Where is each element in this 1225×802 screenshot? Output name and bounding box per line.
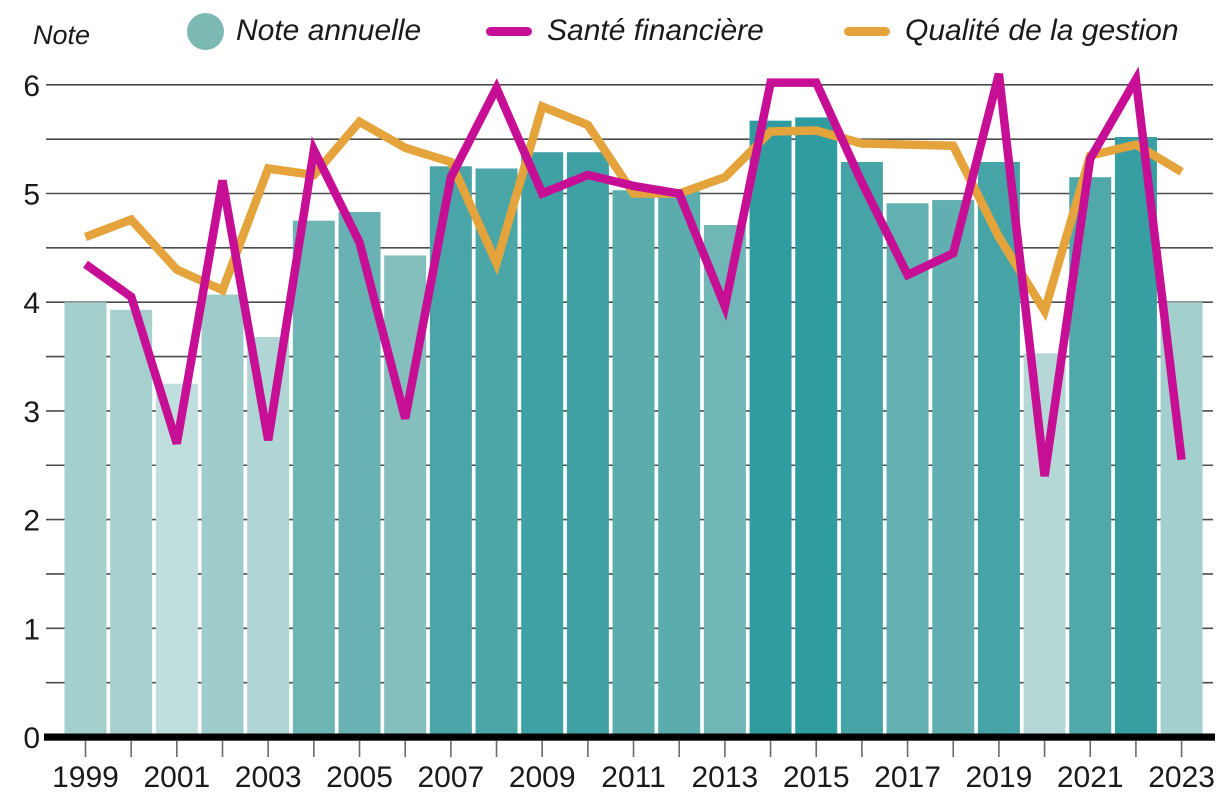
bar-2020 [1023,353,1066,737]
y-axis-title: Note [33,20,91,50]
x-axis-line [44,733,1215,741]
x-tick-label-2021: 2021 [1057,761,1124,794]
bar-2016 [840,161,883,738]
legend-item-note-annuelle: Note annuelle [187,0,421,62]
x-tick-label-2001: 2001 [143,761,210,794]
bar-2015 [795,117,838,737]
legend-item-sante-financiere: Santé financière [486,0,764,62]
legend-label-qualite-gestion: Qualité de la gestion [905,14,1179,47]
x-tick-label-2011: 2011 [601,761,666,794]
bar-2012 [658,191,701,738]
bar-2000 [110,309,153,737]
x-tick-label-2013: 2013 [692,761,759,794]
legend-item-qualite-gestion: Qualité de la gestion [844,0,1179,62]
x-tick-label-2005: 2005 [326,761,393,794]
note-annuelle-dot-icon [187,12,224,50]
bar-2003 [247,336,290,737]
bar-2022 [1114,136,1157,737]
bar-2017 [886,203,929,737]
y-tick-label-4: 4 [23,287,40,320]
x-tick-label-2015: 2015 [783,761,850,794]
y-tick-label-6: 6 [23,70,40,103]
x-tick-label-2007: 2007 [417,761,484,794]
bar-2010 [566,152,609,738]
qualite-gestion-line [83,100,1184,322]
sante-financiere-line [83,66,1186,477]
x-tick-label-2017: 2017 [874,761,941,794]
y-tick-label-3: 3 [23,396,40,429]
bar-2011 [612,190,655,737]
y-tick-label-1: 1 [23,613,40,646]
x-tick-label-2003: 2003 [235,761,302,794]
bar-2014 [749,120,792,737]
y-tick-label-0: 0 [23,722,40,755]
bar-2002 [201,294,244,737]
legend-label-sante-financiere: Santé financière [547,14,764,47]
y-tick-label-2: 2 [23,505,40,538]
bar-2004 [292,220,335,738]
legend-label-note-annuelle: Note annuelle [236,14,422,47]
bar-2009 [521,152,564,738]
bar-1999 [64,302,107,737]
bar-2019 [977,161,1020,738]
y-tick-label-5: 5 [23,179,40,212]
qualite-gestion-line-swatch-icon [844,26,890,36]
x-tick-label-2019: 2019 [966,761,1033,794]
sante-financiere-line-swatch-icon [486,26,532,36]
bar-2018 [932,200,975,738]
x-tick-label-2023: 2023 [1148,761,1215,794]
x-tick-label-1999: 1999 [52,761,119,794]
x-tick-label-2009: 2009 [509,761,576,794]
